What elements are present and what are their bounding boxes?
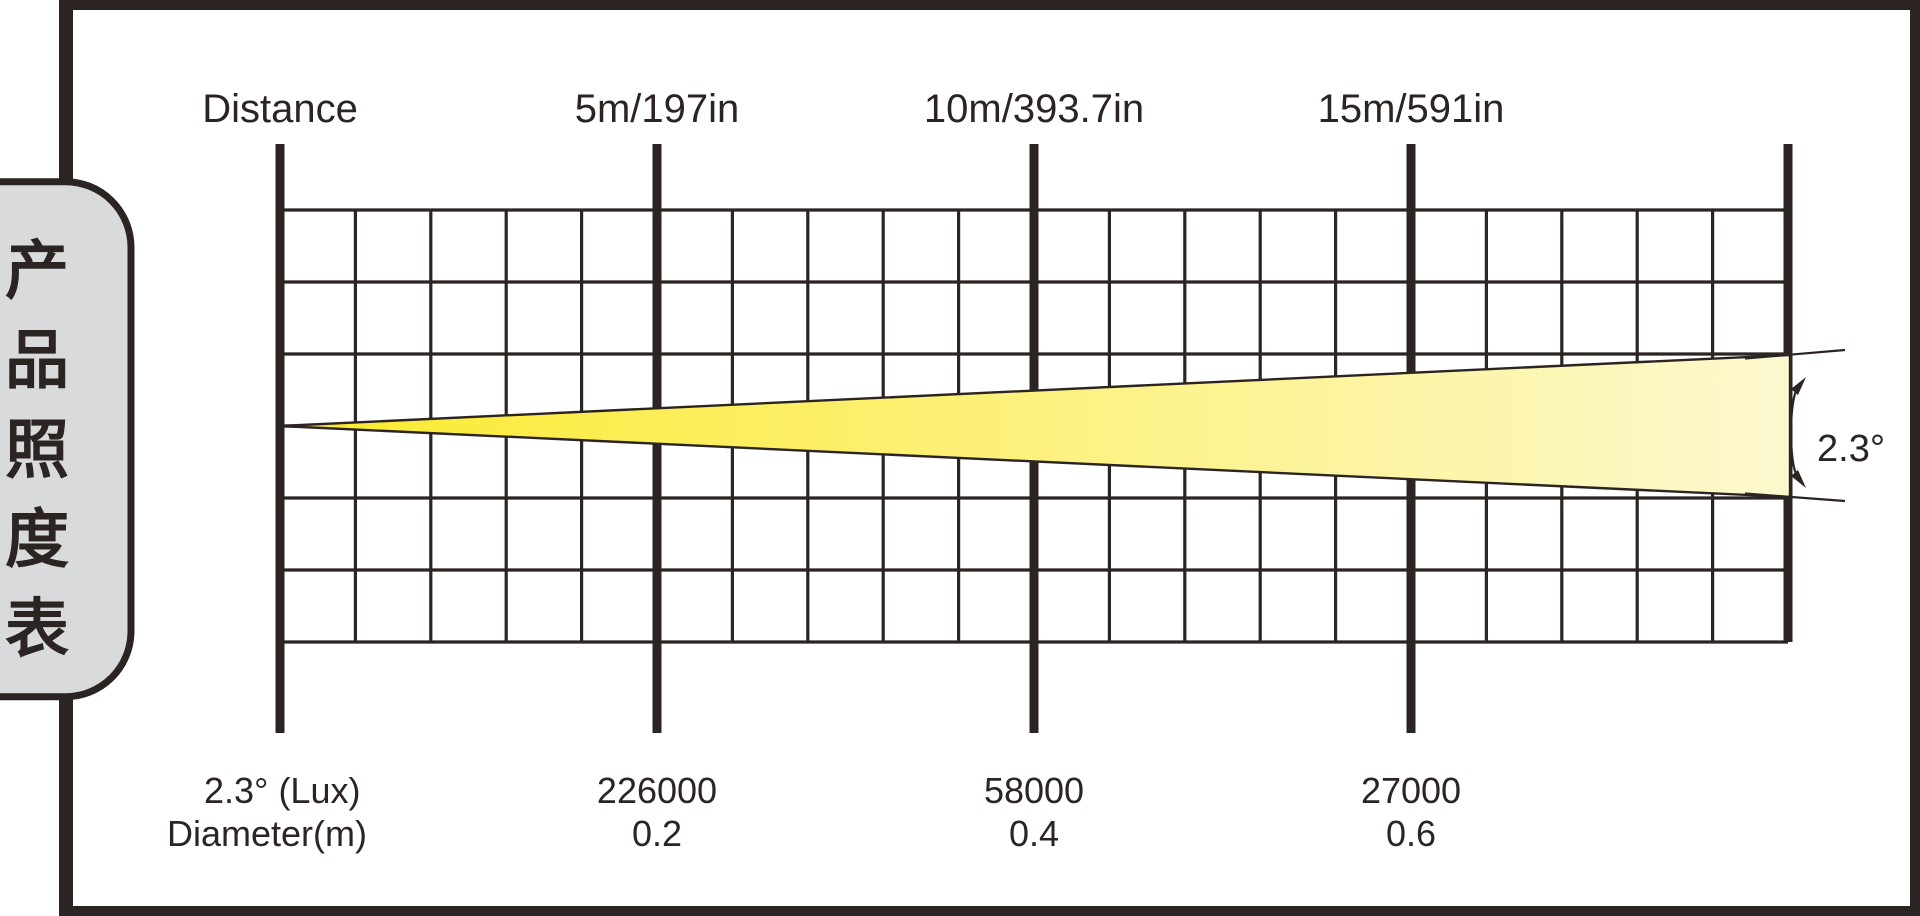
svg-text:2.3° (Lux): 2.3° (Lux) (204, 770, 360, 811)
svg-text:0.2: 0.2 (632, 813, 682, 854)
svg-text:226000: 226000 (597, 770, 717, 811)
svg-text:58000: 58000 (984, 770, 1084, 811)
svg-text:15m/591in: 15m/591in (1318, 87, 1505, 131)
svg-text:0.6: 0.6 (1386, 813, 1436, 854)
svg-text:10m/393.7in: 10m/393.7in (924, 87, 1144, 131)
svg-text:0.4: 0.4 (1009, 813, 1059, 854)
svg-text:品: 品 (5, 325, 69, 397)
svg-text:产: 产 (5, 235, 69, 307)
svg-text:表: 表 (5, 593, 69, 665)
svg-text:5m/197in: 5m/197in (575, 87, 740, 131)
svg-text:Distance: Distance (202, 87, 358, 131)
svg-text:照: 照 (5, 414, 69, 486)
svg-text:度: 度 (5, 504, 69, 576)
svg-text:Diameter(m): Diameter(m) (167, 813, 367, 854)
svg-text:2.3°: 2.3° (1817, 428, 1885, 470)
svg-text:27000: 27000 (1361, 770, 1461, 811)
